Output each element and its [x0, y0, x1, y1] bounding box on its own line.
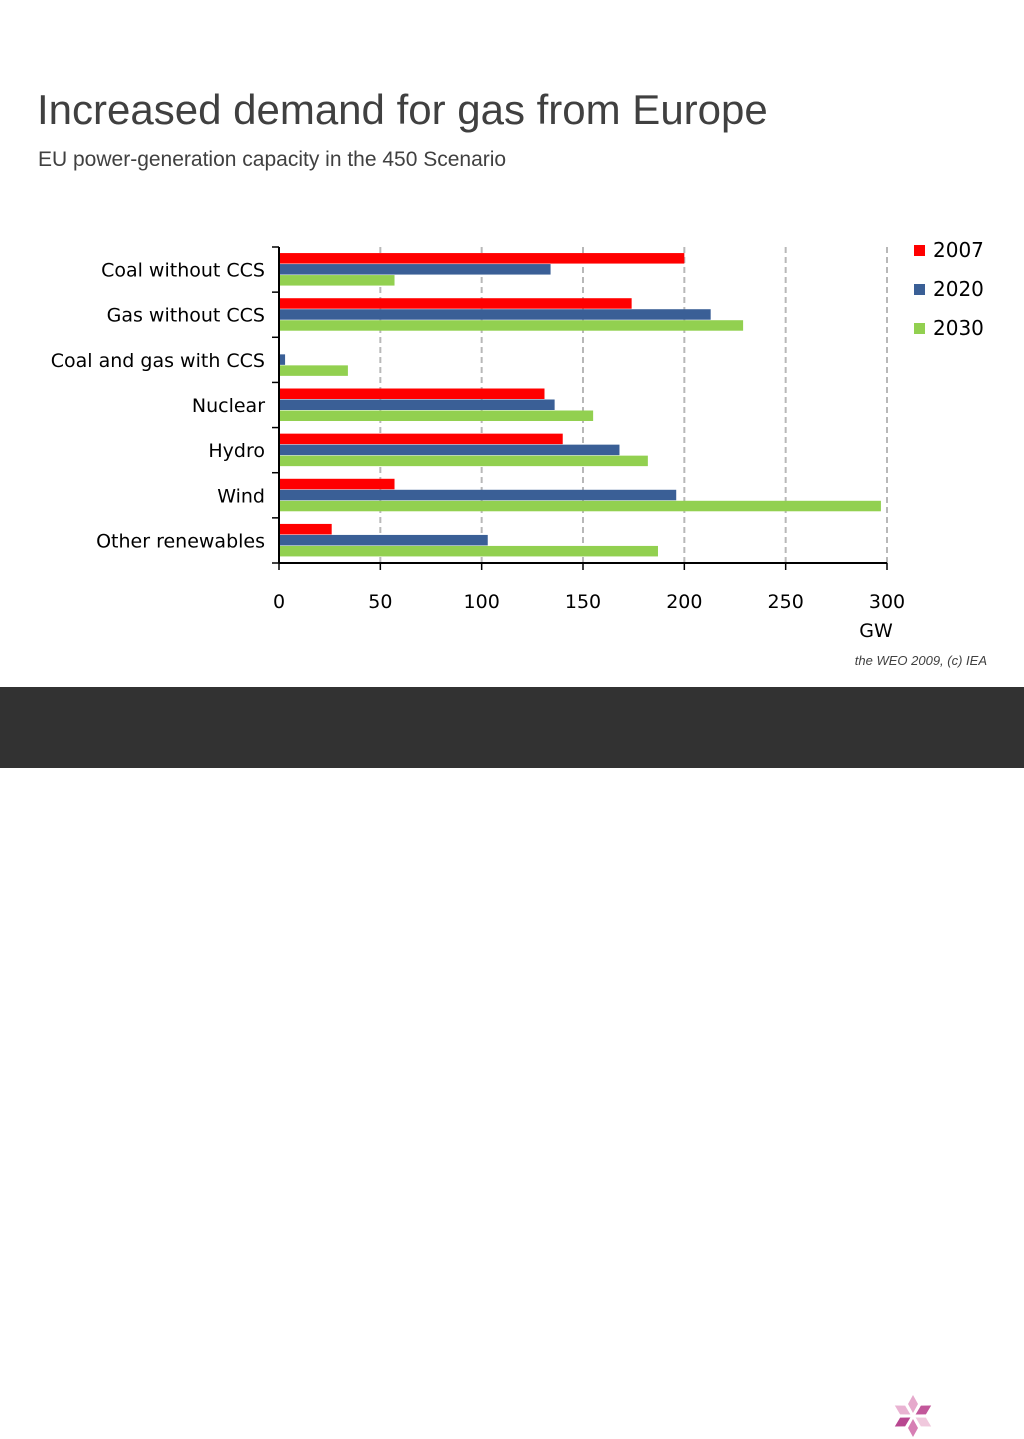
x-tick-label: 300 — [869, 591, 905, 613]
bar-2020 — [279, 399, 555, 410]
x-tick-label: 100 — [464, 591, 500, 613]
x-tick-label: 250 — [768, 591, 804, 613]
x-tick-label: 150 — [565, 591, 601, 613]
bar-2020 — [279, 354, 286, 365]
footer-bar: Statoil — [0, 687, 1024, 1437]
bar-2030 — [279, 455, 648, 467]
legend-label: 2030 — [933, 316, 984, 340]
category-label: Gas without CCS — [107, 305, 265, 327]
bar-2020 — [279, 309, 711, 320]
bar-2007 — [279, 253, 685, 264]
bar-2030 — [279, 275, 395, 286]
source-note: the WEO 2009, (c) IEA — [854, 653, 987, 668]
bar-2020 — [279, 444, 620, 456]
bar-2007 — [279, 433, 563, 445]
logo-wordmark: Statoil — [934, 1405, 998, 1427]
legend-label: 2007 — [933, 238, 984, 262]
legend-swatch-2030 — [914, 323, 925, 334]
bar-2007 — [279, 298, 632, 309]
bar-chart: 0 50 100 150 200 250 300 Coal without CCS Gas wi… — [51, 238, 984, 642]
category-label: Other renewables — [96, 530, 265, 552]
x-axis-label: GW — [859, 620, 893, 642]
bar-2030 — [279, 500, 881, 512]
bar-2020 — [279, 264, 551, 275]
category-label: Nuclear — [192, 395, 265, 417]
axes: 0 50 100 150 200 250 300 Coal without CCS Gas wi… — [51, 246, 905, 642]
bar-2007 — [279, 478, 395, 490]
legend: 2007 2020 2030 — [914, 238, 984, 340]
slide-title: Increased demand for gas from Europe — [37, 86, 768, 133]
bar-2020 — [279, 534, 488, 546]
x-tick-label: 200 — [666, 591, 702, 613]
statoil-star-icon — [894, 1395, 932, 1437]
legend-label: 2020 — [933, 277, 984, 301]
bar-2007 — [279, 388, 545, 399]
category-label: Hydro — [208, 440, 265, 462]
legend-swatch-2007 — [914, 245, 925, 256]
statoil-logo: Statoil — [890, 1393, 997, 1439]
bar-2030 — [279, 545, 658, 557]
x-tick-label: 50 — [368, 591, 392, 613]
category-label: Coal without CCS — [101, 260, 265, 282]
legend-swatch-2020 — [914, 284, 925, 295]
bars — [279, 253, 881, 557]
bar-2030 — [279, 320, 744, 331]
bar-2007 — [279, 523, 332, 535]
x-tick-label: 0 — [273, 591, 285, 613]
bar-2030 — [279, 365, 348, 376]
category-label: Coal and gas with CCS — [51, 350, 265, 372]
bar-2020 — [279, 489, 677, 501]
slide-subtitle: EU power-generation capacity in the 450 … — [38, 148, 507, 171]
category-label: Wind — [217, 485, 265, 507]
bar-2030 — [279, 410, 594, 421]
